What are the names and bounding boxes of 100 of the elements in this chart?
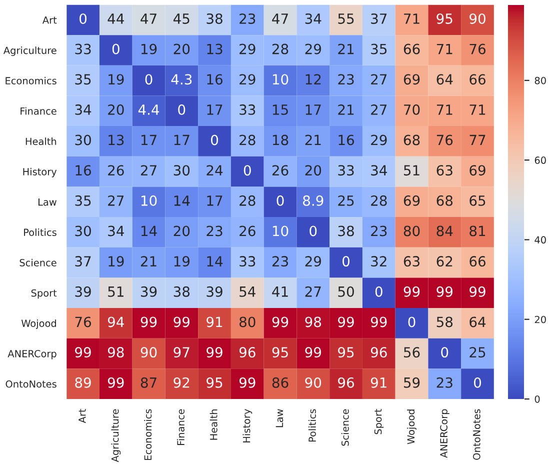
data-label: 94 bbox=[108, 316, 124, 328]
data-label: 90 bbox=[305, 377, 322, 388]
data-label: 66 bbox=[404, 44, 420, 54]
data-label: 38 bbox=[338, 226, 354, 236]
data-label: 45 bbox=[174, 14, 190, 24]
data-label: 38 bbox=[206, 13, 222, 24]
data-label: 14 bbox=[141, 226, 157, 236]
data-label: 28 bbox=[240, 195, 256, 206]
data-label: 99 bbox=[436, 286, 452, 297]
data-label: 13 bbox=[108, 134, 124, 146]
data-label: 20 bbox=[174, 44, 190, 54]
data-label: 62 bbox=[436, 256, 452, 267]
data-label: 0 bbox=[342, 256, 350, 267]
data-label: 96 bbox=[239, 347, 256, 358]
y-tick-label: Law bbox=[38, 198, 56, 206]
y-tick-label: Health bbox=[26, 138, 56, 146]
data-label: 20 bbox=[108, 104, 124, 115]
data-label: 14 bbox=[174, 196, 190, 206]
data-label: 27 bbox=[108, 195, 124, 206]
data-label: 95 bbox=[338, 347, 354, 358]
data-label: 10 bbox=[272, 226, 288, 236]
data-label: 90 bbox=[140, 347, 157, 358]
data-label: 51 bbox=[404, 165, 420, 176]
x-tick-label: OntoNotes bbox=[472, 409, 480, 460]
data-label: 21 bbox=[305, 134, 321, 146]
data-label: 64 bbox=[436, 74, 453, 85]
data-label: 0 bbox=[80, 13, 87, 24]
data-label: 37 bbox=[75, 256, 91, 267]
data-label: 63 bbox=[404, 256, 420, 267]
data-label: 0 bbox=[408, 316, 416, 328]
color-bar-label: 80 bbox=[534, 76, 546, 84]
data-label: 0 bbox=[441, 347, 448, 358]
data-label: 23 bbox=[371, 226, 387, 236]
data-label: 0 bbox=[474, 377, 482, 388]
data-label: 0 bbox=[112, 44, 120, 54]
data-label: 95 bbox=[206, 377, 222, 388]
data-label: 51 bbox=[108, 286, 124, 297]
y-tick-label: OntoNotes bbox=[6, 380, 56, 388]
data-label: 23 bbox=[338, 74, 354, 85]
data-label: 10 bbox=[141, 195, 157, 206]
y-tick-label: Science bbox=[20, 258, 56, 266]
data-label: 99 bbox=[470, 286, 486, 297]
data-label: 39 bbox=[75, 286, 91, 297]
data-label: 56 bbox=[404, 347, 420, 358]
data-label: 98 bbox=[305, 316, 322, 328]
data-label: 19 bbox=[174, 256, 190, 267]
color-bar-label: 40 bbox=[534, 236, 546, 244]
data-label: 21 bbox=[338, 104, 354, 115]
data-label: 4.3 bbox=[171, 74, 192, 85]
data-label: 12 bbox=[306, 74, 321, 84]
data-label: 91 bbox=[206, 316, 222, 328]
data-label: 69 bbox=[404, 195, 420, 206]
data-label: 99 bbox=[174, 316, 190, 328]
data-label: 17 bbox=[141, 134, 156, 146]
data-label: 69 bbox=[470, 165, 486, 176]
data-label: 0 bbox=[310, 226, 317, 236]
data-label: 64 bbox=[470, 316, 486, 328]
data-label: 17 bbox=[174, 134, 190, 146]
data-label: 87 bbox=[140, 377, 156, 388]
y-tick-label: History bbox=[23, 168, 57, 178]
data-label: 27 bbox=[371, 104, 387, 115]
data-label: 32 bbox=[371, 256, 386, 267]
data-label: 29 bbox=[240, 74, 256, 85]
data-label: 35 bbox=[75, 195, 91, 206]
x-tick-label: Finance bbox=[176, 409, 184, 445]
data-label: 23 bbox=[272, 256, 288, 267]
data-label: 59 bbox=[404, 377, 420, 388]
data-label: 24 bbox=[206, 165, 223, 176]
data-label: 99 bbox=[305, 347, 322, 358]
data-label: 15 bbox=[272, 104, 288, 115]
data-label: 80 bbox=[404, 226, 420, 236]
data-label: 99 bbox=[404, 286, 420, 297]
data-label: 34 bbox=[305, 13, 322, 24]
data-label: 50 bbox=[338, 286, 354, 297]
data-label: 58 bbox=[436, 316, 453, 328]
data-label: 26 bbox=[240, 226, 256, 236]
data-label: 71 bbox=[436, 44, 452, 54]
data-label: 63 bbox=[436, 165, 452, 176]
y-tick-label: Finance bbox=[20, 107, 56, 115]
data-label: 34 bbox=[108, 226, 124, 236]
data-label: 21 bbox=[338, 44, 354, 54]
data-label: 14 bbox=[207, 256, 223, 266]
data-label: 99 bbox=[338, 316, 354, 328]
x-tick-label: Politics bbox=[308, 409, 316, 442]
data-label: 17 bbox=[207, 104, 222, 115]
data-label: 26 bbox=[108, 165, 124, 176]
data-label: 17 bbox=[306, 104, 321, 115]
data-label: 41 bbox=[272, 286, 288, 297]
data-label: 34 bbox=[75, 104, 92, 115]
x-tick-label: Sport bbox=[374, 408, 384, 434]
data-label: 27 bbox=[371, 74, 387, 84]
data-label: 28 bbox=[371, 195, 387, 206]
data-label: 47 bbox=[272, 14, 288, 24]
data-label: 76 bbox=[75, 316, 91, 328]
data-label: 33 bbox=[240, 256, 256, 267]
data-label: 28 bbox=[272, 44, 288, 54]
data-label: 39 bbox=[206, 286, 222, 297]
color-bar-label: 0 bbox=[534, 395, 540, 403]
data-label: 86 bbox=[272, 377, 288, 388]
data-label: 17 bbox=[207, 196, 222, 206]
